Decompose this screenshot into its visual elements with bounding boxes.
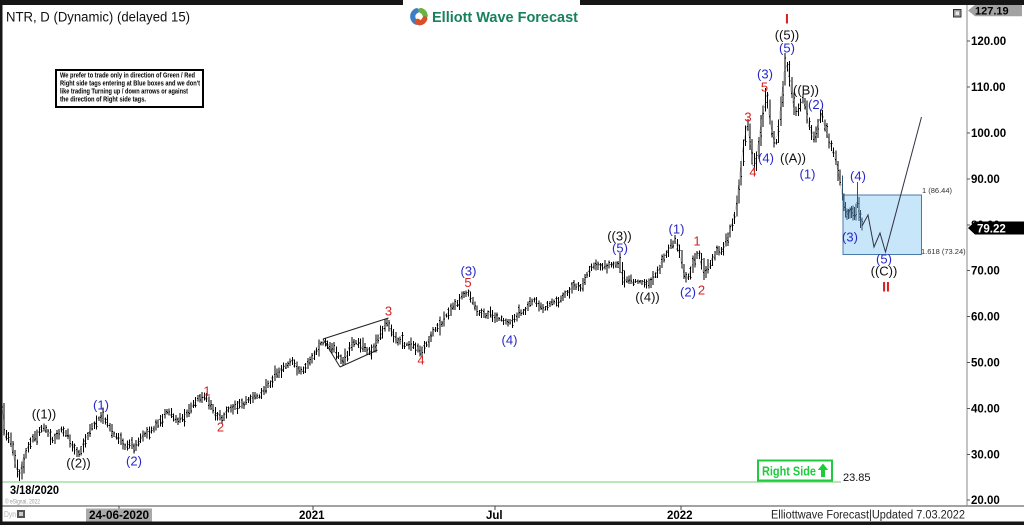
svg-text:(1): (1) (93, 398, 109, 413)
svg-text:23.85: 23.85 (843, 472, 871, 484)
svg-text:1 (86.44): 1 (86.44) (922, 186, 953, 195)
svg-text:((C)): ((C)) (871, 264, 898, 279)
svg-text:(5): (5) (876, 252, 892, 267)
svg-text:(2): (2) (680, 285, 696, 300)
svg-text:like trading Turning up / down: like trading Turning up / down arrows or… (60, 89, 189, 96)
svg-text:© eSignal, 2022: © eSignal, 2022 (5, 499, 41, 506)
svg-text:24-06-2020: 24-06-2020 (89, 510, 149, 522)
svg-text:70.00: 70.00 (971, 266, 1000, 278)
svg-text:((1)): ((1)) (32, 407, 57, 422)
svg-text:40.00: 40.00 (971, 403, 1000, 415)
svg-text:2: 2 (217, 420, 224, 435)
svg-text:Dyn: Dyn (4, 509, 16, 519)
svg-text:(4): (4) (502, 333, 518, 348)
svg-text:127.19: 127.19 (975, 6, 1009, 18)
svg-text:We prefer to trade only in dir: We prefer to trade only in direction of … (60, 73, 195, 80)
svg-text:II: II (882, 279, 890, 295)
svg-text:(5): (5) (612, 241, 628, 256)
svg-text:110.00: 110.00 (971, 82, 1006, 94)
svg-text:(5): (5) (779, 41, 795, 56)
svg-text:1: 1 (693, 234, 700, 249)
svg-text:79.22: 79.22 (977, 224, 1006, 236)
svg-text:4: 4 (749, 165, 756, 180)
svg-text:(4): (4) (850, 169, 866, 184)
svg-text:5: 5 (761, 80, 768, 95)
svg-text:I: I (785, 11, 789, 27)
svg-text:1: 1 (203, 384, 210, 399)
svg-text:the direction of Right side ta: the direction of Right side tags. (60, 97, 146, 104)
svg-text:((B)): ((B)) (793, 83, 819, 98)
svg-text:Right side tags entering at Bl: Right side tags entering at Blue boxes a… (60, 81, 201, 88)
svg-text:((2)): ((2)) (66, 456, 91, 471)
svg-text:2021: 2021 (299, 510, 325, 522)
svg-text:100.00: 100.00 (971, 128, 1006, 140)
svg-text:(4): (4) (758, 151, 774, 166)
svg-text:5: 5 (464, 275, 471, 290)
svg-text:Jul: Jul (486, 510, 503, 522)
svg-text:((4)): ((4)) (635, 290, 660, 305)
svg-text:(3): (3) (461, 264, 477, 279)
svg-text:(3): (3) (842, 230, 858, 245)
svg-text:3: 3 (744, 110, 751, 125)
svg-text:(1): (1) (669, 222, 685, 237)
svg-text:2022: 2022 (667, 510, 693, 522)
svg-text:((5)): ((5)) (775, 28, 800, 43)
svg-text:3/18/2020: 3/18/2020 (10, 485, 59, 497)
svg-text:NTR, D (Dynamic) (delayed 15): NTR, D (Dynamic) (delayed 15) (6, 10, 190, 25)
svg-text:2: 2 (698, 283, 705, 298)
svg-text:120.00: 120.00 (971, 36, 1006, 48)
svg-text:20.00: 20.00 (971, 495, 1000, 507)
svg-text:90.00: 90.00 (971, 174, 1000, 186)
svg-text:(2): (2) (808, 97, 824, 112)
svg-text:Elliottwave Forecast|Updated 7: Elliottwave Forecast|Updated 7.03.2022 (771, 510, 965, 522)
svg-text:1.618 (73.24): 1.618 (73.24) (921, 247, 966, 256)
svg-text:((3)): ((3)) (607, 229, 632, 244)
svg-text:Elliott Wave Forecast: Elliott Wave Forecast (432, 10, 578, 26)
svg-text:(3): (3) (757, 67, 773, 82)
svg-text:((A)): ((A)) (780, 151, 806, 166)
svg-text:Right Side: Right Side (762, 465, 816, 479)
svg-text:3: 3 (385, 304, 392, 319)
svg-text:4: 4 (417, 353, 424, 368)
svg-text:(1): (1) (800, 167, 816, 182)
svg-text:50.00: 50.00 (971, 358, 1000, 370)
svg-text:30.00: 30.00 (971, 449, 1000, 461)
svg-text:(2): (2) (126, 454, 142, 469)
svg-text:60.00: 60.00 (971, 312, 1000, 324)
